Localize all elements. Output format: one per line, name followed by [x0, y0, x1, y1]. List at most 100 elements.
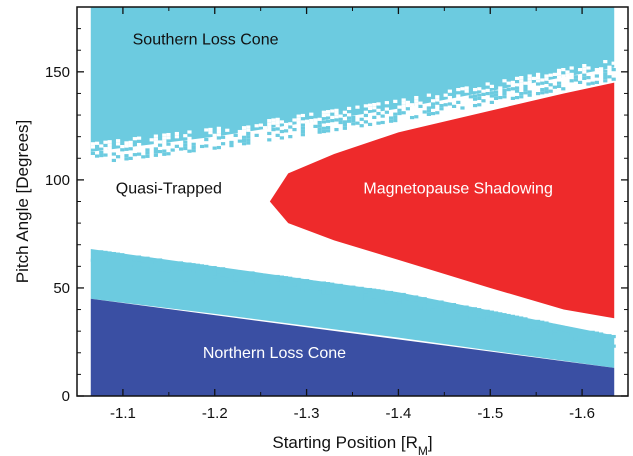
speckle-cell	[300, 120, 305, 124]
speckle-cell	[565, 316, 570, 320]
speckle-cell	[330, 119, 335, 123]
speckle-cell	[174, 263, 179, 268]
speckle-cell	[136, 258, 142, 262]
speckle-cell	[204, 261, 209, 265]
speckle-cell	[535, 323, 541, 327]
speckle-cell	[120, 253, 125, 257]
speckle-cell	[300, 113, 305, 118]
speckle-cell	[439, 310, 444, 314]
speckle-cell	[481, 89, 486, 93]
speckle-cell	[94, 141, 100, 145]
speckle-cell	[481, 315, 486, 319]
speckle-cell	[569, 79, 574, 83]
speckle-cell	[393, 301, 398, 305]
speckle-cell	[468, 303, 473, 307]
speckle-cell	[153, 134, 158, 138]
speckle-cell	[531, 76, 536, 80]
speckle-cell	[321, 129, 326, 134]
speckle-cell	[99, 247, 104, 251]
speckle-cell	[468, 309, 473, 313]
speckle-cell	[451, 104, 457, 108]
speckle-cell	[233, 272, 238, 276]
speckle-cell	[338, 117, 343, 121]
speckle-cell	[510, 87, 515, 91]
speckle-cell	[204, 137, 209, 142]
speckle-cell	[258, 275, 263, 279]
speckle-cell	[283, 276, 289, 280]
speckle-cell	[94, 243, 100, 247]
speckle-cell	[321, 275, 326, 279]
speckle-cell	[464, 89, 469, 93]
speckle-cell	[527, 311, 532, 315]
speckle-cell	[296, 120, 301, 125]
speckle-cell	[107, 146, 112, 150]
speckle-cell	[103, 247, 108, 251]
speckle-cell	[162, 149, 167, 153]
speckle-cell	[468, 296, 473, 300]
speckle-cell	[292, 283, 297, 287]
speckle-cell	[178, 254, 184, 259]
speckle-cell	[99, 250, 104, 254]
speckle-cell	[607, 75, 612, 79]
speckle-cell	[229, 140, 234, 145]
speckle-cell	[485, 91, 490, 96]
speckle-cell	[225, 258, 230, 262]
speckle-cell	[216, 126, 221, 130]
speckle-cell	[241, 273, 247, 277]
speckle-cell	[405, 296, 410, 301]
speckle-cell	[393, 99, 398, 103]
speckle-cell	[149, 247, 154, 251]
speckle-cell	[111, 251, 116, 256]
speckle-cell	[220, 260, 226, 265]
speckle-cell	[414, 95, 419, 100]
speckle-cell	[510, 317, 515, 322]
speckle-cell	[485, 316, 490, 320]
speckle-cell	[569, 66, 574, 70]
speckle-cell	[187, 262, 192, 266]
speckle-cell	[493, 305, 499, 309]
x-tick-label: -1.2	[202, 405, 228, 422]
speckle-cell	[174, 144, 179, 148]
speckle-cell	[460, 106, 465, 110]
speckle-cell	[443, 103, 448, 107]
speckle-cell	[267, 280, 272, 284]
speckle-cell	[548, 73, 553, 77]
speckle-cell	[363, 277, 368, 281]
speckle-cell	[393, 297, 398, 302]
speckle-cell	[372, 102, 377, 107]
speckle-cell	[493, 96, 499, 100]
speckle-cell	[460, 301, 465, 305]
speckle-cell	[569, 72, 574, 77]
speckle-cell	[422, 297, 427, 301]
speckle-cell	[229, 277, 234, 282]
speckle-cell	[456, 100, 461, 104]
speckle-cell	[514, 312, 520, 316]
speckle-cell	[514, 83, 520, 87]
speckle-cell	[153, 254, 158, 258]
speckle-cell	[464, 86, 469, 90]
speckle-cell	[313, 286, 318, 290]
speckle-cell	[330, 273, 335, 277]
speckle-cell	[477, 304, 482, 309]
speckle-cell	[145, 148, 150, 152]
speckle-cell	[187, 268, 192, 273]
speckle-cell	[456, 94, 461, 98]
speckle-cell	[157, 268, 163, 272]
speckle-cell	[141, 249, 146, 253]
speckle-cell	[359, 124, 364, 128]
speckle-cell	[275, 281, 280, 285]
speckle-cell	[99, 144, 104, 148]
speckle-cell	[493, 311, 499, 315]
speckle-cell	[90, 258, 95, 262]
speckle-cell	[603, 79, 608, 83]
speckle-cell	[418, 104, 423, 108]
speckle-cell	[535, 329, 541, 333]
speckle-cell	[246, 277, 251, 281]
speckle-cell	[590, 330, 595, 334]
speckle-cell	[422, 300, 427, 304]
speckle-cell	[279, 136, 284, 140]
region-label-quasi-trapped: Quasi-Trapped	[116, 181, 222, 198]
speckle-cell	[435, 98, 440, 102]
speckle-cell	[325, 285, 331, 289]
